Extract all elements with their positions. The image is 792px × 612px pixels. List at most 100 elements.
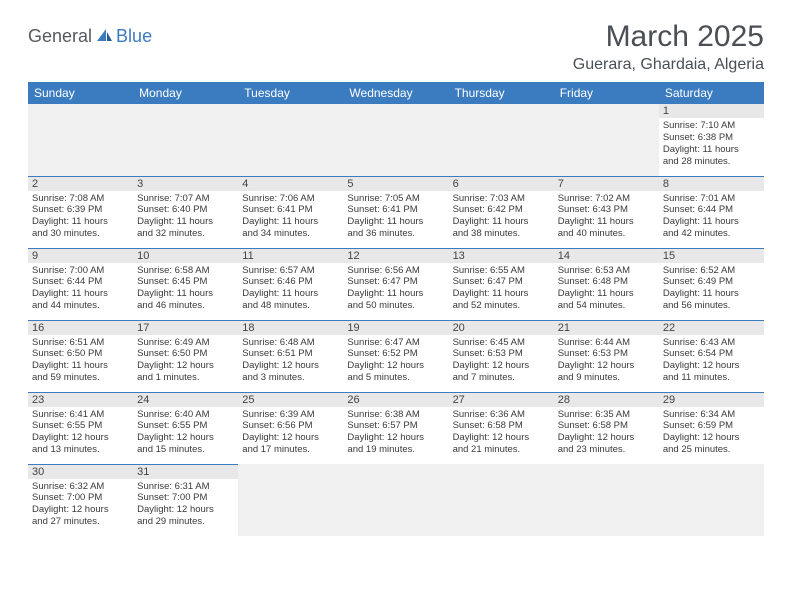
day-number: 22 [659, 321, 764, 335]
day-number: 15 [659, 249, 764, 263]
week-row: 9Sunrise: 7:00 AMSunset: 6:44 PMDaylight… [28, 248, 764, 320]
day-cell: 30 Sunrise: 6:32 AMSunset: 7:00 PMDayligh… [28, 464, 133, 536]
day-content: Sunrise: 7:06 AMSunset: 6:41 PMDaylight:… [242, 193, 339, 241]
day-number: 28 [554, 393, 659, 407]
day-cell: 13 Sunrise: 6:55 AMSunset: 6:47 PMDayligh… [449, 248, 554, 320]
week-row: 2 Sunrise: 7:08 AMSunset: 6:39 PMDaylight… [28, 176, 764, 248]
day-cell: 4 Sunrise: 7:06 AMSunset: 6:41 PMDaylight… [238, 176, 343, 248]
day-content: Sunrise: 7:02 AMSunset: 6:43 PMDaylight:… [558, 193, 655, 241]
day-content: Sunrise: 6:52 AMSunset: 6:49 PMDaylight:… [663, 265, 760, 313]
day-cell: 17Sunrise: 6:49 AMSunset: 6:50 PMDayligh… [133, 320, 238, 392]
day-content: Sunrise: 6:40 AMSunset: 6:55 PMDaylight:… [137, 409, 234, 457]
day-content: Sunrise: 6:44 AMSunset: 6:53 PMDaylight:… [558, 337, 655, 385]
day-content: Sunrise: 7:10 AMSunset: 6:38 PMDaylight:… [663, 120, 760, 168]
day-cell: 15 Sunrise: 6:52 AMSunset: 6:49 PMDayligh… [659, 248, 764, 320]
empty-cell [28, 104, 133, 176]
empty-cell [238, 104, 343, 176]
empty-cell [554, 464, 659, 536]
day-content: Sunrise: 6:49 AMSunset: 6:50 PMDaylight:… [137, 337, 234, 385]
day-number: 25 [238, 393, 343, 407]
day-content: Sunrise: 6:55 AMSunset: 6:47 PMDaylight:… [453, 265, 550, 313]
day-cell: 23 Sunrise: 6:41 AMSunset: 6:55 PMDayligh… [28, 392, 133, 464]
day-number: 2 [28, 177, 133, 191]
empty-cell [343, 464, 448, 536]
day-content: Sunrise: 7:07 AMSunset: 6:40 PMDaylight:… [137, 193, 234, 241]
day-cell: 24 Sunrise: 6:40 AMSunset: 6:55 PMDayligh… [133, 392, 238, 464]
day-number: 31 [133, 465, 238, 479]
week-row: 16Sunrise: 6:51 AMSunset: 6:50 PMDayligh… [28, 320, 764, 392]
day-content: Sunrise: 6:38 AMSunset: 6:57 PMDaylight:… [347, 409, 444, 457]
day-number: 13 [449, 249, 554, 263]
calendar-table: SundayMondayTuesdayWednesdayThursdayFrid… [28, 82, 764, 536]
day-content: Sunrise: 6:57 AMSunset: 6:46 PMDaylight:… [242, 265, 339, 313]
day-number: 23 [28, 393, 133, 407]
day-number: 19 [343, 321, 448, 335]
day-cell: 19 Sunrise: 6:47 AMSunset: 6:52 PMDayligh… [343, 320, 448, 392]
day-header: Saturday [659, 82, 764, 104]
day-cell: 25 Sunrise: 6:39 AMSunset: 6:56 PMDayligh… [238, 392, 343, 464]
day-number: 6 [449, 177, 554, 191]
day-number: 26 [343, 393, 448, 407]
day-number: 29 [659, 393, 764, 407]
day-number: 8 [659, 177, 764, 191]
day-content: Sunrise: 6:58 AMSunset: 6:45 PMDaylight:… [137, 265, 234, 313]
day-number: 30 [28, 465, 133, 479]
day-content: Sunrise: 6:35 AMSunset: 6:58 PMDaylight:… [558, 409, 655, 457]
logo-text-general: General [28, 26, 92, 47]
day-cell: 26 Sunrise: 6:38 AMSunset: 6:57 PMDayligh… [343, 392, 448, 464]
day-cell: 7 Sunrise: 7:02 AMSunset: 6:43 PMDaylight… [554, 176, 659, 248]
day-content: Sunrise: 6:51 AMSunset: 6:50 PMDaylight:… [32, 337, 129, 385]
day-number: 14 [554, 249, 659, 263]
day-cell: 29 Sunrise: 6:34 AMSunset: 6:59 PMDayligh… [659, 392, 764, 464]
week-row: 1 Sunrise: 7:10 AMSunset: 6:38 PMDaylight… [28, 104, 764, 176]
day-cell: 1 Sunrise: 7:10 AMSunset: 6:38 PMDaylight… [659, 104, 764, 176]
day-number: 27 [449, 393, 554, 407]
day-number: 7 [554, 177, 659, 191]
week-row: 30 Sunrise: 6:32 AMSunset: 7:00 PMDayligh… [28, 464, 764, 536]
day-number: 3 [133, 177, 238, 191]
day-content: Sunrise: 6:32 AMSunset: 7:00 PMDaylight:… [32, 481, 129, 529]
day-content: Sunrise: 6:45 AMSunset: 6:53 PMDaylight:… [453, 337, 550, 385]
day-number: 21 [554, 321, 659, 335]
logo: General Blue [28, 26, 152, 47]
day-header: Tuesday [238, 82, 343, 104]
day-header: Thursday [449, 82, 554, 104]
empty-cell [343, 104, 448, 176]
day-number: 5 [343, 177, 448, 191]
day-number: 1 [659, 104, 764, 118]
day-header: Monday [133, 82, 238, 104]
day-cell: 16Sunrise: 6:51 AMSunset: 6:50 PMDayligh… [28, 320, 133, 392]
logo-text-blue: Blue [116, 26, 152, 47]
location: Guerara, Ghardaia, Algeria [573, 56, 764, 74]
day-number: 24 [133, 393, 238, 407]
day-cell: 3 Sunrise: 7:07 AMSunset: 6:40 PMDaylight… [133, 176, 238, 248]
day-content: Sunrise: 6:39 AMSunset: 6:56 PMDaylight:… [242, 409, 339, 457]
empty-cell [133, 104, 238, 176]
day-header: Wednesday [343, 82, 448, 104]
day-content: Sunrise: 6:34 AMSunset: 6:59 PMDaylight:… [663, 409, 760, 457]
day-cell: 22 Sunrise: 6:43 AMSunset: 6:54 PMDayligh… [659, 320, 764, 392]
day-cell: 2 Sunrise: 7:08 AMSunset: 6:39 PMDaylight… [28, 176, 133, 248]
title-block: March 2025 Guerara, Ghardaia, Algeria [573, 20, 764, 74]
day-cell: 31Sunrise: 6:31 AMSunset: 7:00 PMDayligh… [133, 464, 238, 536]
day-number: 4 [238, 177, 343, 191]
day-cell: 14Sunrise: 6:53 AMSunset: 6:48 PMDayligh… [554, 248, 659, 320]
day-cell: 27 Sunrise: 6:36 AMSunset: 6:58 PMDayligh… [449, 392, 554, 464]
empty-cell [554, 104, 659, 176]
empty-cell [238, 464, 343, 536]
day-content: Sunrise: 6:47 AMSunset: 6:52 PMDaylight:… [347, 337, 444, 385]
day-content: Sunrise: 6:56 AMSunset: 6:47 PMDaylight:… [347, 265, 444, 313]
week-row: 23 Sunrise: 6:41 AMSunset: 6:55 PMDayligh… [28, 392, 764, 464]
day-cell: 9Sunrise: 7:00 AMSunset: 6:44 PMDaylight… [28, 248, 133, 320]
day-content: Sunrise: 6:43 AMSunset: 6:54 PMDaylight:… [663, 337, 760, 385]
day-cell: 10Sunrise: 6:58 AMSunset: 6:45 PMDayligh… [133, 248, 238, 320]
day-content: Sunrise: 7:08 AMSunset: 6:39 PMDaylight:… [32, 193, 129, 241]
day-cell: 20Sunrise: 6:45 AMSunset: 6:53 PMDayligh… [449, 320, 554, 392]
day-content: Sunrise: 6:41 AMSunset: 6:55 PMDaylight:… [32, 409, 129, 457]
day-content: Sunrise: 6:36 AMSunset: 6:58 PMDaylight:… [453, 409, 550, 457]
day-content: Sunrise: 7:05 AMSunset: 6:41 PMDaylight:… [347, 193, 444, 241]
day-cell: 8Sunrise: 7:01 AMSunset: 6:44 PMDaylight… [659, 176, 764, 248]
day-number: 9 [28, 249, 133, 263]
logo-sail-icon [96, 27, 114, 46]
empty-cell [659, 464, 764, 536]
